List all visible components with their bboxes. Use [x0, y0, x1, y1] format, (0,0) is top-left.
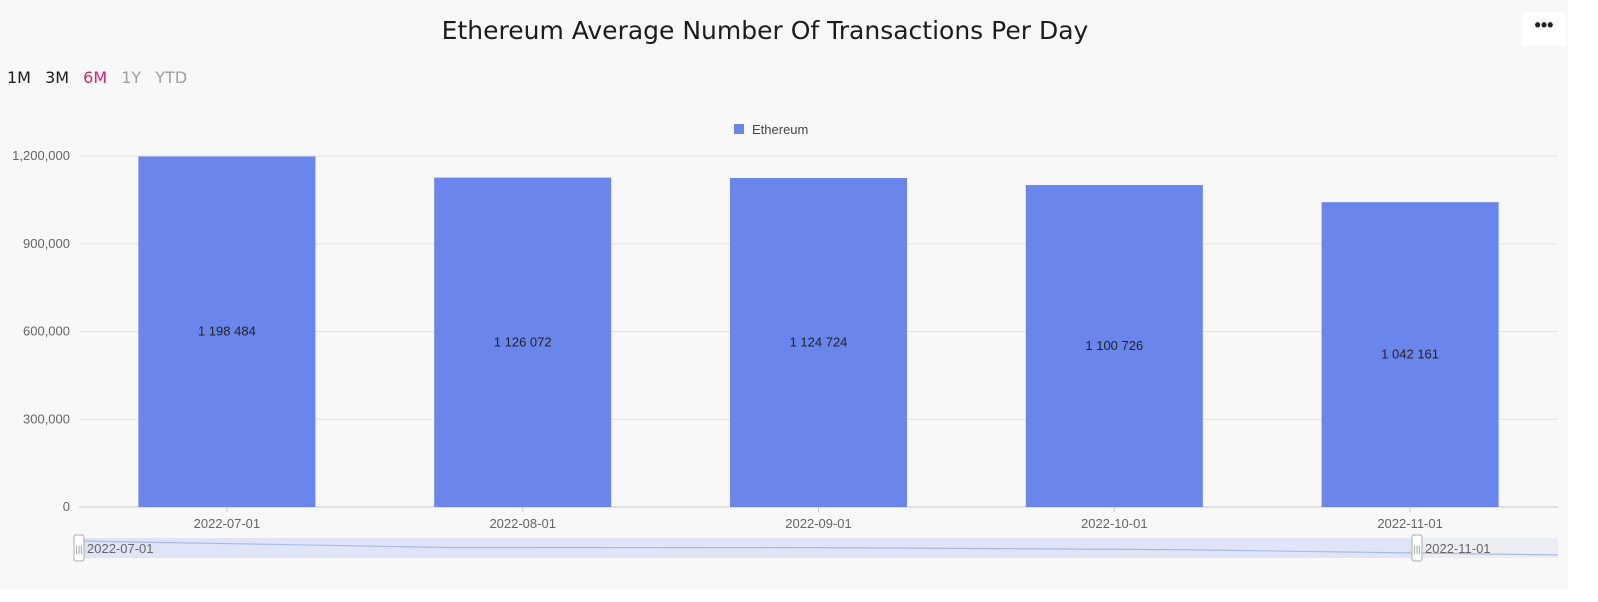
zoom-handle-end-grip: ||| — [1413, 544, 1420, 554]
range-selector: 1M 3M 6M 1Y YTD — [7, 68, 196, 87]
x-tick-label: 2022-10-01 — [1081, 516, 1148, 531]
legend: Ethereum — [734, 122, 808, 137]
y-tick-label: 0 — [63, 499, 70, 514]
x-tick-label: 2022-11-01 — [1377, 516, 1443, 531]
data-label: 1 124 724 — [790, 335, 848, 350]
zoom-start-label: 2022-07-01 — [87, 541, 154, 556]
zoom-handle-start-grip: ||| — [75, 544, 82, 554]
bar-2022-11-01[interactable] — [1321, 202, 1499, 507]
legend-label[interactable]: Ethereum — [752, 122, 808, 137]
x-axis: 2022-07-01 2022-08-01 2022-09-01 2022-10-01… — [194, 507, 1443, 531]
range-button-1y[interactable]: 1Y — [121, 68, 142, 87]
range-button-6m[interactable]: 6M — [83, 68, 108, 87]
bar-2022-08-01[interactable] — [434, 177, 612, 507]
x-tick-label: 2022-08-01 — [489, 516, 556, 531]
y-axis: 0 300,000 600,000 900,000 1,200,000 — [12, 148, 70, 514]
data-label: 1 100 726 — [1085, 338, 1143, 353]
chart-title: Ethereum Average Number Of Transactions … — [441, 16, 1089, 45]
data-label: 1 126 072 — [494, 334, 552, 349]
legend-swatch — [734, 124, 744, 134]
data-label: 1 198 484 — [198, 324, 256, 339]
bar-2022-09-01[interactable] — [730, 178, 907, 507]
range-button-ytd[interactable]: YTD — [155, 68, 188, 87]
range-button-1m[interactable]: 1M — [7, 68, 31, 87]
y-tick-label: 300,000 — [23, 411, 70, 426]
zoom-end-label: 2022-11-01 — [1425, 541, 1491, 556]
y-tick-label: 600,000 — [23, 324, 70, 339]
y-tick-label: 1,200,000 — [12, 148, 70, 163]
bars: 1 198 484 1 126 072 1 124 724 1 100 726 1 04… — [138, 156, 1499, 508]
zoom-slider[interactable]: ||| ||| 2022-07-01 2022-11-01 — [73, 534, 1559, 562]
bar-2022-07-01[interactable] — [138, 156, 316, 508]
x-tick-label: 2022-09-01 — [785, 516, 852, 531]
y-tick-label: 900,000 — [23, 236, 70, 251]
bar-2022-10-01[interactable] — [1025, 185, 1203, 507]
data-label: 1 042 161 — [1381, 347, 1439, 362]
x-tick-label: 2022-07-01 — [194, 516, 261, 531]
range-button-3m[interactable]: 3M — [45, 68, 70, 87]
zoom-sparkline — [78, 540, 1559, 556]
zoom-handle-end[interactable] — [1411, 534, 1423, 562]
zoom-handle-start[interactable] — [73, 534, 85, 562]
chart-menu-icon[interactable]: ••• — [1522, 12, 1566, 46]
